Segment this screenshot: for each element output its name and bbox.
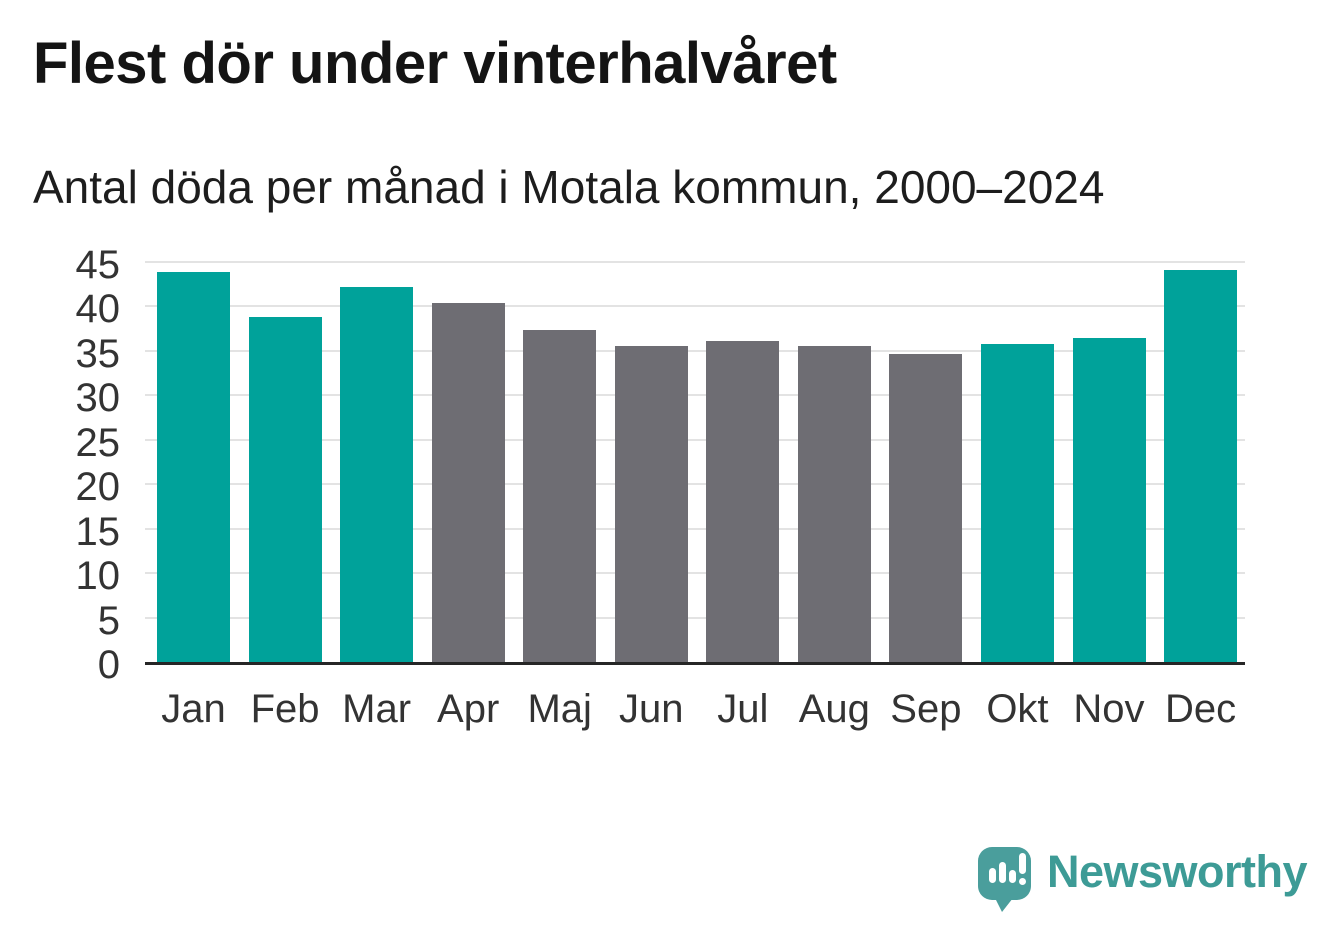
x-tick-label: Aug	[798, 687, 870, 731]
x-tick-label: Apr	[437, 687, 500, 731]
newsworthy-speech-bubble-icon	[978, 847, 1031, 912]
bar-apr	[431, 302, 505, 662]
x-axis: Jan Feb Mar Apr Maj Jun Jul Aug Sep Okt Nov Dec	[145, 686, 1245, 736]
x-tick-label: Dec	[1164, 687, 1237, 731]
bar-mar	[340, 286, 414, 662]
bar-maj	[523, 329, 597, 662]
bar-sep	[889, 354, 963, 662]
bar-chart-plot-area	[145, 261, 1245, 665]
x-tick-label: Feb	[250, 687, 320, 731]
y-tick-label: 0	[97, 643, 120, 687]
gridline	[145, 572, 1245, 575]
y-axis: 0 5 10 15 20 25 30 35 40 45	[0, 243, 121, 687]
gridline	[145, 394, 1245, 397]
y-tick-label: 15	[75, 509, 121, 554]
logo-chart-bar-icon	[999, 862, 1006, 883]
bar-okt	[980, 343, 1054, 662]
x-tick-label: Sep	[890, 687, 962, 731]
x-tick-label: Jul	[717, 687, 769, 731]
logo-exclamation-icon	[1019, 853, 1026, 874]
x-tick-label: Jan	[161, 687, 226, 731]
x-tick-label: Jun	[619, 687, 684, 731]
bar-jun	[614, 345, 688, 662]
gridline	[145, 527, 1245, 530]
logo-chart-bar-icon	[1009, 870, 1016, 883]
y-tick-label: 35	[75, 331, 121, 376]
gridline	[145, 305, 1245, 308]
bar-jan	[157, 271, 230, 662]
gridline	[145, 616, 1245, 619]
x-tick-label: Mar	[342, 687, 412, 731]
gridline	[145, 349, 1245, 352]
x-tick-label: Nov	[1073, 687, 1145, 731]
logo-exclamation-dot-icon	[1019, 878, 1026, 885]
gridline	[145, 261, 1245, 263]
x-tick-label: Okt	[986, 687, 1049, 731]
y-tick-label: 25	[75, 420, 121, 465]
bar-feb	[248, 317, 322, 662]
y-tick-label: 5	[97, 598, 120, 643]
bar-nov	[1072, 337, 1146, 662]
newsworthy-logo-text: Newsworthy	[1047, 846, 1308, 897]
bar-dec	[1164, 270, 1238, 662]
y-tick-label: 40	[75, 287, 121, 332]
chart-subtitle: Antal döda per månad i Motala kommun, 20…	[33, 161, 1105, 213]
bar-jul	[706, 341, 780, 662]
y-tick-label: 30	[75, 376, 121, 421]
x-tick-label: Maj	[527, 687, 592, 731]
y-tick-label: 45	[75, 243, 121, 287]
logo-chart-bar-icon	[989, 868, 996, 883]
bar-aug	[797, 346, 871, 662]
y-tick-label: 10	[75, 554, 121, 599]
chart-title: Flest dör under vinterhalvåret	[33, 31, 837, 96]
gridline	[145, 483, 1245, 486]
y-tick-label: 20	[75, 465, 121, 510]
gridline	[145, 438, 1245, 441]
newsworthy-logo: Newsworthy	[978, 846, 1308, 912]
